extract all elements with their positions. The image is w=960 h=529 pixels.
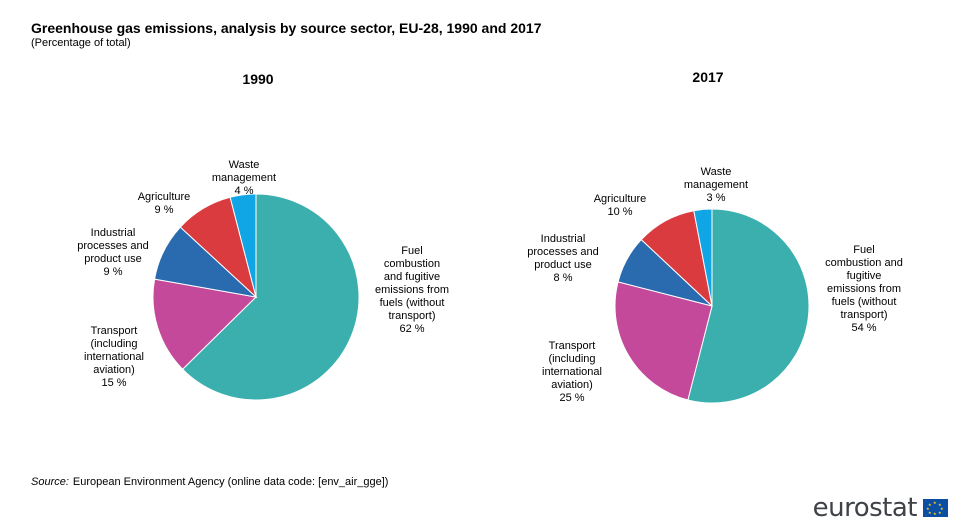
eu-flag-icon: ★ ★ ★ ★ ★ ★ ★ ★ [923, 499, 948, 517]
chart-subtitle: (Percentage of total) [31, 37, 131, 49]
label-1990-fuel: Fuel combustion and fugitive emissions from… [375, 245, 449, 335]
pie-2017-slice-0 [687, 208, 810, 404]
pie-1990-title: 1990 [242, 71, 274, 87]
source-note: Source: European Environment Agency (onli… [31, 476, 388, 488]
pie-1990-slice-1 [152, 278, 258, 370]
pie-2017-title: 2017 [692, 69, 724, 85]
label-1990-waste: Waste management 4 % [211, 159, 277, 197]
pie-1990-slice-4 [229, 193, 257, 298]
label-1990-agriculture: Agriculture 9 % [137, 191, 191, 216]
label-2017-industrial: Industrial processes and product use 8 % [527, 233, 599, 284]
eurostat-logo: eurostat ★ ★ ★ ★ ★ ★ ★ ★ [813, 493, 948, 523]
label-2017-waste: Waste management 3 % [683, 166, 749, 204]
pie-2017-slice-4 [693, 208, 713, 307]
chart-title: Greenhouse gas emissions, analysis by so… [31, 20, 542, 36]
pie-1990 [152, 193, 360, 401]
source-text: European Environment Agency (online data… [72, 476, 389, 488]
label-1990-industrial: Industrial processes and product use 9 % [77, 227, 149, 278]
pie-2017 [614, 208, 810, 404]
logo-text: eurostat [812, 493, 918, 523]
pie-2017-slice-1 [614, 281, 713, 401]
label-2017-fuel: Fuel combustion and fugitive emissions from… [825, 244, 903, 334]
label-2017-agriculture: Agriculture 10 % [593, 193, 647, 218]
label-2017-transport: Transport (including international aviation… [542, 340, 602, 404]
label-1990-transport: Transport (including international aviation… [84, 325, 144, 389]
pie-1990-slice-0 [181, 193, 360, 401]
source-label: Source: [31, 476, 69, 488]
